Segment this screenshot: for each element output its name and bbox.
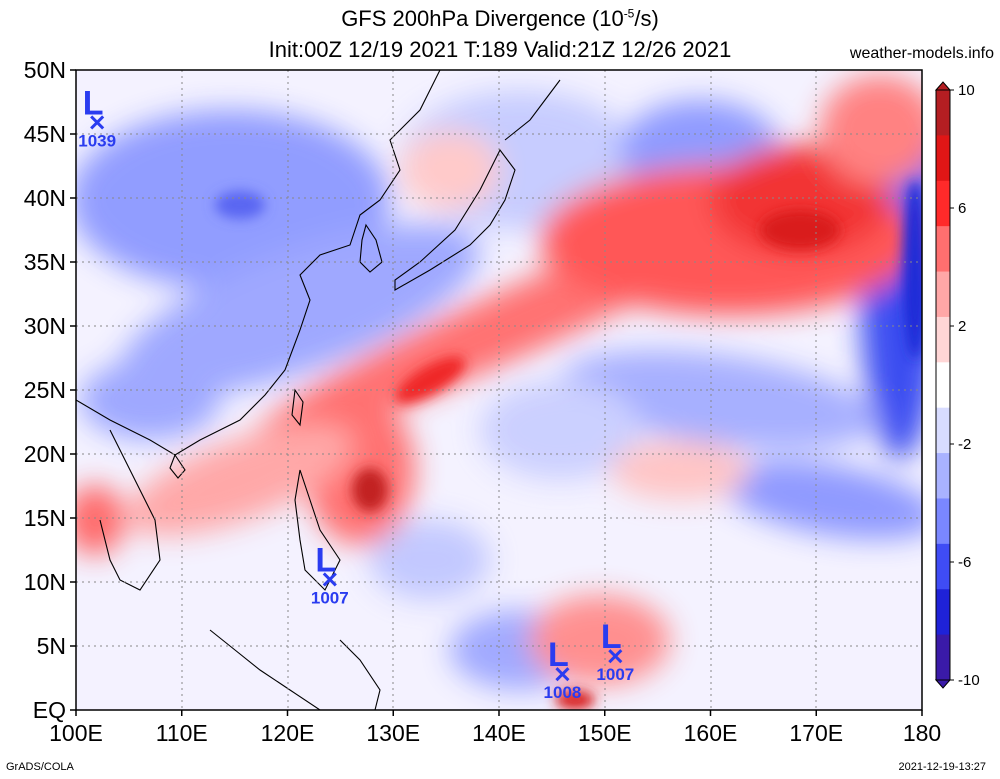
low-pressure-value: 1007 — [311, 588, 349, 607]
colorbar-label: 2 — [958, 318, 966, 335]
colorbar-swatch — [936, 498, 950, 545]
longitude-axis: 100E 110E 120E 130E 140E 150E 160E 170E 180 — [49, 710, 941, 746]
title-unit: /s) — [634, 6, 659, 31]
low-x-mark — [608, 649, 623, 664]
colorbar-swatch — [936, 589, 950, 636]
colorbar-swatch — [936, 634, 950, 681]
low-center: L 1008 — [544, 636, 582, 702]
lon-tick-label: 140E — [472, 720, 526, 746]
colorbar-label: -2 — [958, 436, 971, 453]
title-main: GFS 200hPa Divergence (10 — [341, 6, 624, 31]
lat-tick-label: EQ — [33, 697, 66, 723]
footer-timestamp: 2021-12-19-13:27 — [898, 761, 986, 773]
low-center: L 1007 — [311, 541, 349, 607]
coastlines — [76, 70, 561, 710]
low-pressure-value: 1007 — [596, 665, 634, 684]
colorbar-swatch — [936, 362, 950, 409]
colorbar-label: 10 — [958, 82, 975, 99]
lat-tick-label: 50N — [24, 57, 66, 83]
colorbar-swatch — [936, 180, 950, 227]
colorbar-label: -10 — [958, 672, 980, 689]
colorbar-label: 6 — [958, 200, 966, 217]
colorbar-swatch — [936, 407, 950, 454]
lat-tick-label: 25N — [24, 377, 66, 403]
graticule — [76, 70, 922, 710]
low-center: L 1007 — [596, 618, 634, 684]
lon-tick-label: 100E — [49, 720, 103, 746]
lat-tick-label: 30N — [24, 313, 66, 339]
lat-tick-label: 10N — [24, 569, 66, 595]
colorbar: 10 6 2 -2 -6 -10 — [934, 81, 980, 689]
low-letter: L — [315, 541, 336, 579]
colorbar-swatch — [936, 453, 950, 499]
colorbar-swatch — [936, 316, 950, 363]
colorbar-label: -6 — [958, 554, 971, 571]
field-layer — [76, 70, 922, 710]
colorbar-frame — [935, 89, 951, 681]
lat-tick-label: 15N — [24, 505, 66, 531]
low-pressure-markers: L 1039 L 1007 L 1008 L 1007 — [78, 84, 634, 702]
lat-tick-label: 20N — [24, 441, 66, 467]
low-pressure-value: 1008 — [544, 683, 582, 702]
lon-tick-label: 120E — [261, 720, 315, 746]
lon-tick-label: 170E — [789, 720, 843, 746]
colorbar-swatch — [936, 90, 950, 136]
colorbar-swatch — [936, 226, 950, 273]
colorbar-swatch — [936, 135, 950, 182]
low-letter: L — [601, 618, 622, 656]
site-credit: weather-models.info — [849, 45, 994, 62]
low-letter: L — [83, 84, 104, 122]
low-letter: L — [548, 636, 569, 674]
lon-tick-label: 180 — [903, 720, 941, 746]
lon-tick-label: 110E — [156, 720, 208, 746]
colorbar-swatch — [936, 543, 950, 590]
lat-tick-label: 40N — [24, 185, 66, 211]
lon-tick-label: 150E — [578, 720, 632, 746]
lat-tick-label: 45N — [24, 121, 66, 147]
title-exponent: -5 — [623, 6, 635, 21]
chart-subtitle: Init:00Z 12/19 2021 T:189 Valid:21Z 12/2… — [268, 37, 732, 62]
colorbar-swatch — [936, 271, 950, 318]
lon-tick-label: 130E — [366, 720, 420, 746]
low-x-mark — [322, 572, 337, 587]
latitude-axis: 50N 45N 40N 35N 30N 25N 20N 15N 10N 5N EQ — [24, 57, 76, 723]
low-pressure-value: 1039 — [78, 131, 116, 150]
low-center: L 1039 — [78, 84, 116, 150]
colorbar-bottom-arrow — [934, 679, 952, 689]
lat-tick-label: 35N — [24, 249, 66, 275]
low-x-mark — [555, 667, 570, 682]
chart-title: GFS 200hPa Divergence (10-5/s) — [0, 6, 1000, 32]
low-x-mark — [90, 115, 105, 130]
footer-software: GrADS/COLA — [6, 761, 74, 773]
lat-tick-label: 5N — [37, 633, 66, 659]
lon-tick-label: 160E — [684, 720, 738, 746]
colorbar-top-arrow — [934, 81, 952, 91]
